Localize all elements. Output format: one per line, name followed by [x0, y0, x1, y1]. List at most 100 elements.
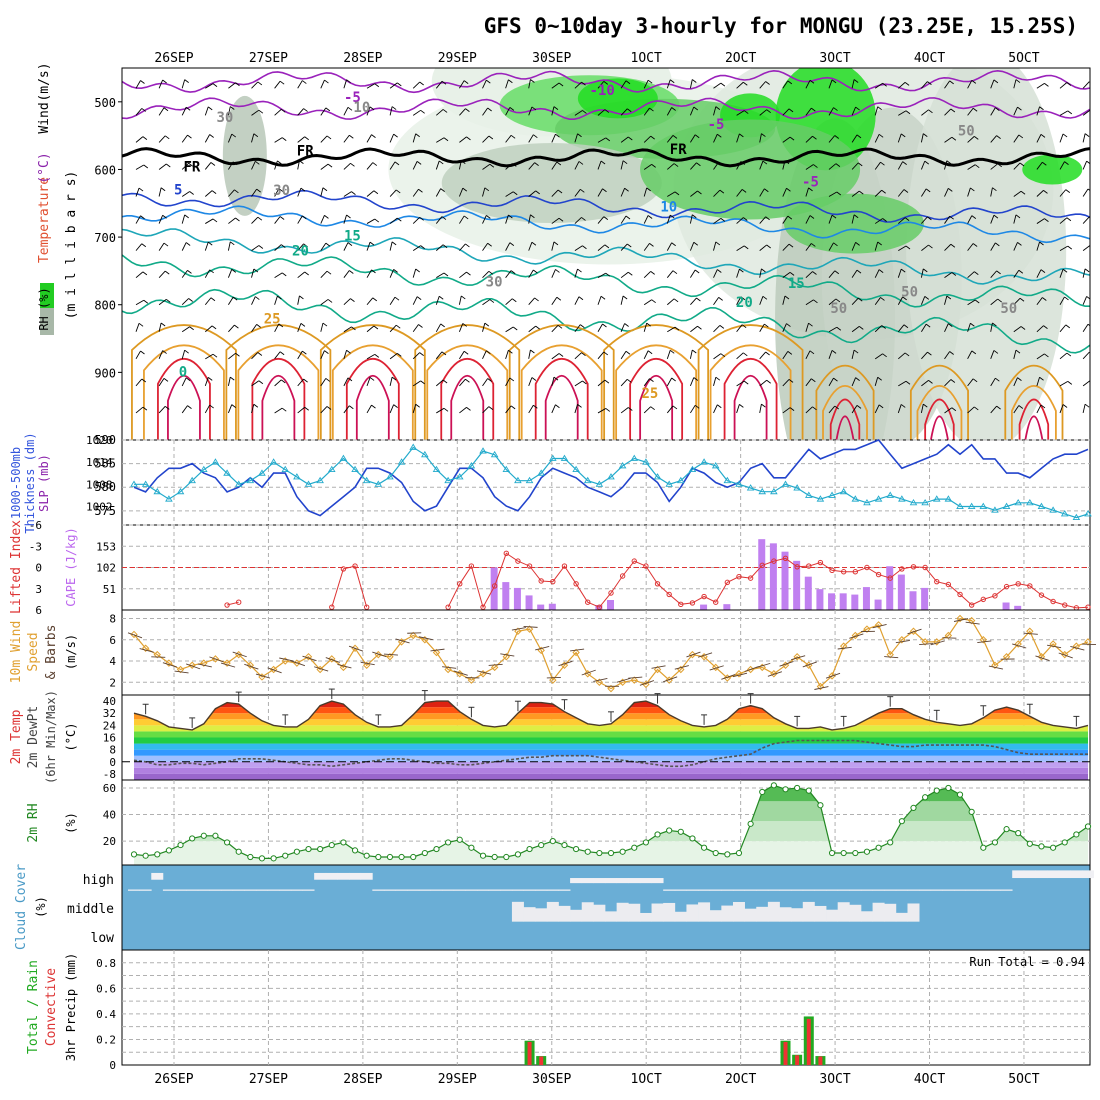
rh-marker	[526, 845, 533, 853]
wind-barb	[690, 190, 698, 197]
rh-marker	[770, 782, 777, 789]
cloud-high-cell	[942, 889, 955, 891]
wind-barb	[689, 349, 693, 359]
cloud-high-cell	[1000, 889, 1013, 891]
wind-barb-flag	[720, 218, 726, 222]
wind-barb	[736, 161, 742, 170]
cape-bar	[1014, 605, 1022, 610]
wind-barb	[366, 325, 375, 333]
wind-barb-flag	[184, 79, 189, 83]
li-tick-label: 6	[35, 604, 42, 617]
cape-bar	[537, 604, 545, 610]
wind-barb	[574, 352, 582, 360]
wind-barb-flag	[235, 352, 240, 357]
wind-barb	[713, 106, 717, 116]
wind-barb-flag	[163, 107, 169, 112]
wind-barb-flag	[278, 323, 284, 328]
wind-barb-flag	[673, 298, 679, 303]
wind-barb	[1036, 377, 1040, 387]
wind-barb-flag	[628, 136, 633, 141]
wind-barb	[482, 187, 486, 197]
wind-barb-flag	[1062, 133, 1068, 138]
wind-barb-flag	[510, 270, 516, 274]
wind-barb-flag	[602, 323, 607, 328]
wind-barb-flag	[393, 133, 398, 138]
rh-marker	[468, 844, 475, 851]
wind-barb	[1059, 217, 1068, 224]
wind-barb	[366, 134, 372, 143]
wind-barb-flag	[466, 136, 471, 141]
rh-marker	[898, 818, 905, 825]
date-label-bottom: 27SEP	[249, 1072, 288, 1087]
wind-barb	[135, 350, 141, 360]
wind-barb-flag	[209, 404, 214, 409]
wind-barb-flag	[647, 79, 653, 84]
wind-barb-flag	[995, 377, 1000, 382]
chart-title: GFS 0~10day 3-hourly for MONGU (23.25E, …	[484, 14, 1078, 38]
wind-barb	[482, 107, 489, 116]
wind-barb	[620, 188, 626, 197]
warm-isotherm	[709, 344, 792, 440]
wind-barb	[874, 377, 879, 387]
temp-tick-label: 40	[103, 695, 116, 708]
wind-barb	[805, 406, 813, 414]
wind-barb	[736, 245, 745, 251]
wind-barb	[690, 405, 696, 414]
wind-barb-flag	[488, 406, 494, 410]
date-label-top: 28SEP	[343, 51, 382, 66]
wind-barb	[412, 133, 417, 143]
slp-marker	[211, 458, 220, 465]
cloud-mid-cell	[674, 911, 687, 922]
warm-isotherm	[237, 344, 320, 440]
wind-barb	[990, 242, 996, 251]
wind-barb	[643, 80, 649, 89]
wind-barb	[967, 406, 975, 414]
slp-marker	[432, 465, 441, 473]
wind-barb	[689, 79, 693, 89]
wind-barb	[851, 79, 855, 89]
wind-barb	[297, 378, 304, 387]
wind-barb	[690, 297, 697, 306]
wind-barb-flag	[1087, 323, 1090, 327]
wind-barb	[528, 134, 534, 143]
wind-barb-flag	[697, 190, 702, 195]
wind-tick-label: 8	[109, 613, 116, 626]
rh-marker	[1038, 843, 1045, 850]
wind-barb	[990, 163, 998, 170]
cloud-high-cell	[779, 889, 792, 891]
cloud-mid-cell	[558, 905, 571, 922]
wind-barb	[274, 137, 283, 143]
date-label-bottom: 5OCT	[1008, 1072, 1039, 1087]
wind-barb-10m	[581, 669, 596, 676]
wind-barb-flag	[346, 214, 351, 219]
wind-barb-flag	[971, 215, 977, 219]
wind-barb-flag	[281, 272, 287, 277]
precip-tick-label: 0.6	[96, 982, 116, 995]
cloud-high-cell	[639, 878, 652, 884]
wind-barb	[459, 215, 465, 224]
wind-speed-marker	[909, 627, 918, 635]
wind-barb	[181, 162, 189, 170]
cloud-high-cell	[732, 889, 745, 891]
wind-barb	[574, 296, 580, 305]
wind-barb	[874, 353, 883, 360]
wind-speed-marker	[572, 648, 580, 657]
wind-barb-flag	[162, 79, 167, 84]
cloud-high-cell	[477, 889, 490, 891]
slp-ylabel: SLP (mb)	[37, 454, 51, 512]
wind-barb-flag	[605, 272, 611, 277]
li-marker	[992, 593, 998, 599]
wind-barb	[898, 245, 907, 252]
wind-barb	[551, 241, 555, 251]
wind-barb-flag	[786, 323, 791, 327]
wind-barb-flag	[558, 353, 564, 357]
slp-marker	[839, 487, 848, 495]
wind-barb-flag	[924, 160, 930, 165]
rh-marker	[956, 791, 964, 798]
wind-barb	[736, 296, 742, 305]
cloud-high-cell	[826, 889, 839, 891]
wind-barb-flag	[531, 377, 537, 381]
wind-barb-flag	[881, 189, 886, 194]
wind-barb	[297, 136, 305, 143]
wind-barb	[482, 215, 487, 224]
